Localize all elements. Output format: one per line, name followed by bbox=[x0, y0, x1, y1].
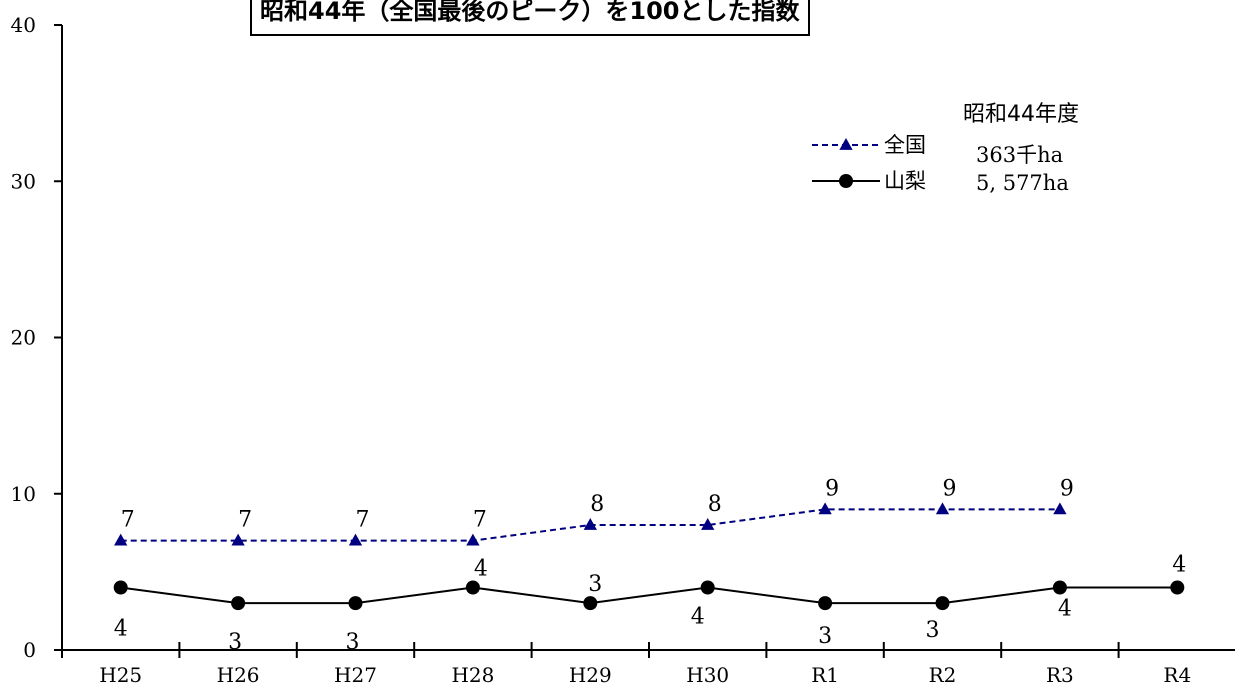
x-tick-label: H26 bbox=[217, 663, 260, 687]
data-point bbox=[466, 533, 480, 546]
data-point bbox=[1052, 580, 1067, 595]
data-point bbox=[113, 580, 128, 595]
data-point bbox=[348, 533, 363, 546]
data-point bbox=[701, 518, 715, 530]
series-yamanashi bbox=[113, 580, 1185, 611]
data-point bbox=[231, 533, 245, 546]
data-point bbox=[583, 596, 598, 611]
data-label: 7 bbox=[473, 508, 487, 533]
data-label: 8 bbox=[590, 492, 604, 517]
data-point bbox=[114, 533, 128, 546]
data-point bbox=[700, 580, 715, 595]
x-tick-label: R1 bbox=[811, 663, 839, 687]
data-label: 4 bbox=[474, 557, 488, 582]
data-point bbox=[935, 502, 950, 515]
series-line bbox=[120, 586, 1178, 605]
x-tick-label: R2 bbox=[929, 663, 957, 687]
data-label: 7 bbox=[238, 508, 252, 533]
x-tick-label: H25 bbox=[99, 663, 142, 687]
legend-marker-zenkoku bbox=[839, 138, 853, 150]
x-tick-label: R3 bbox=[1046, 663, 1074, 687]
data-label: 8 bbox=[708, 492, 722, 517]
x-tick-label: H29 bbox=[569, 663, 612, 687]
legend-base-zenkoku: 363千ha bbox=[976, 143, 1063, 167]
y-tick-label: 40 bbox=[11, 13, 36, 37]
axes: 0 10 20 30 40 H25 H26 H27 H28 H29 H30 R1 R2 R3 R4 bbox=[11, 13, 1235, 687]
data-point bbox=[818, 596, 833, 611]
x-tick-label: H28 bbox=[451, 663, 494, 687]
data-point bbox=[1053, 502, 1067, 515]
data-label: 9 bbox=[943, 476, 957, 501]
data-label: 9 bbox=[1060, 476, 1074, 501]
data-label: 4 bbox=[114, 617, 128, 642]
y-tick-label: 10 bbox=[11, 482, 36, 506]
data-label: 3 bbox=[588, 572, 602, 597]
series-layer bbox=[113, 502, 1185, 611]
data-label: 7 bbox=[356, 508, 370, 533]
data-point bbox=[818, 502, 832, 515]
legend-base-yamanashi: 5, 577ha bbox=[976, 171, 1069, 195]
data-label: 7 bbox=[121, 508, 135, 533]
legend-marker-yamanashi bbox=[839, 174, 853, 188]
x-tick-label: R4 bbox=[1163, 663, 1191, 687]
data-label: 4 bbox=[691, 605, 705, 630]
data-point bbox=[348, 596, 363, 611]
legend-base-header: 昭和44年度 bbox=[963, 102, 1079, 127]
data-label: 3 bbox=[228, 630, 242, 655]
legend-label-yamanashi: 山梨 bbox=[884, 169, 926, 193]
y-tick-label: 20 bbox=[11, 326, 36, 350]
data-point bbox=[465, 580, 480, 595]
legend-label-zenkoku: 全国 bbox=[884, 133, 926, 157]
data-label: 9 bbox=[825, 476, 839, 501]
y-tick-label: 30 bbox=[11, 169, 36, 193]
data-labels: 7 7 7 7 8 8 9 9 9 4 3 3 4 3 4 3 3 4 4 bbox=[114, 476, 1187, 655]
data-point bbox=[935, 596, 950, 611]
data-point bbox=[1170, 580, 1185, 595]
chart-title: 昭和44年（全国最後のピーク）を100とした指数 bbox=[250, 0, 810, 36]
x-tick-label: H27 bbox=[334, 663, 377, 687]
series-zenkoku bbox=[114, 502, 1067, 546]
data-label: 4 bbox=[1172, 553, 1186, 578]
data-label: 3 bbox=[926, 618, 940, 643]
x-tick-label: H30 bbox=[686, 663, 729, 687]
data-label: 3 bbox=[818, 624, 832, 649]
y-tick-label: 0 bbox=[23, 638, 36, 662]
data-label: 4 bbox=[1058, 597, 1072, 622]
data-point bbox=[231, 596, 246, 611]
data-point bbox=[583, 518, 597, 530]
data-label: 3 bbox=[346, 630, 360, 655]
